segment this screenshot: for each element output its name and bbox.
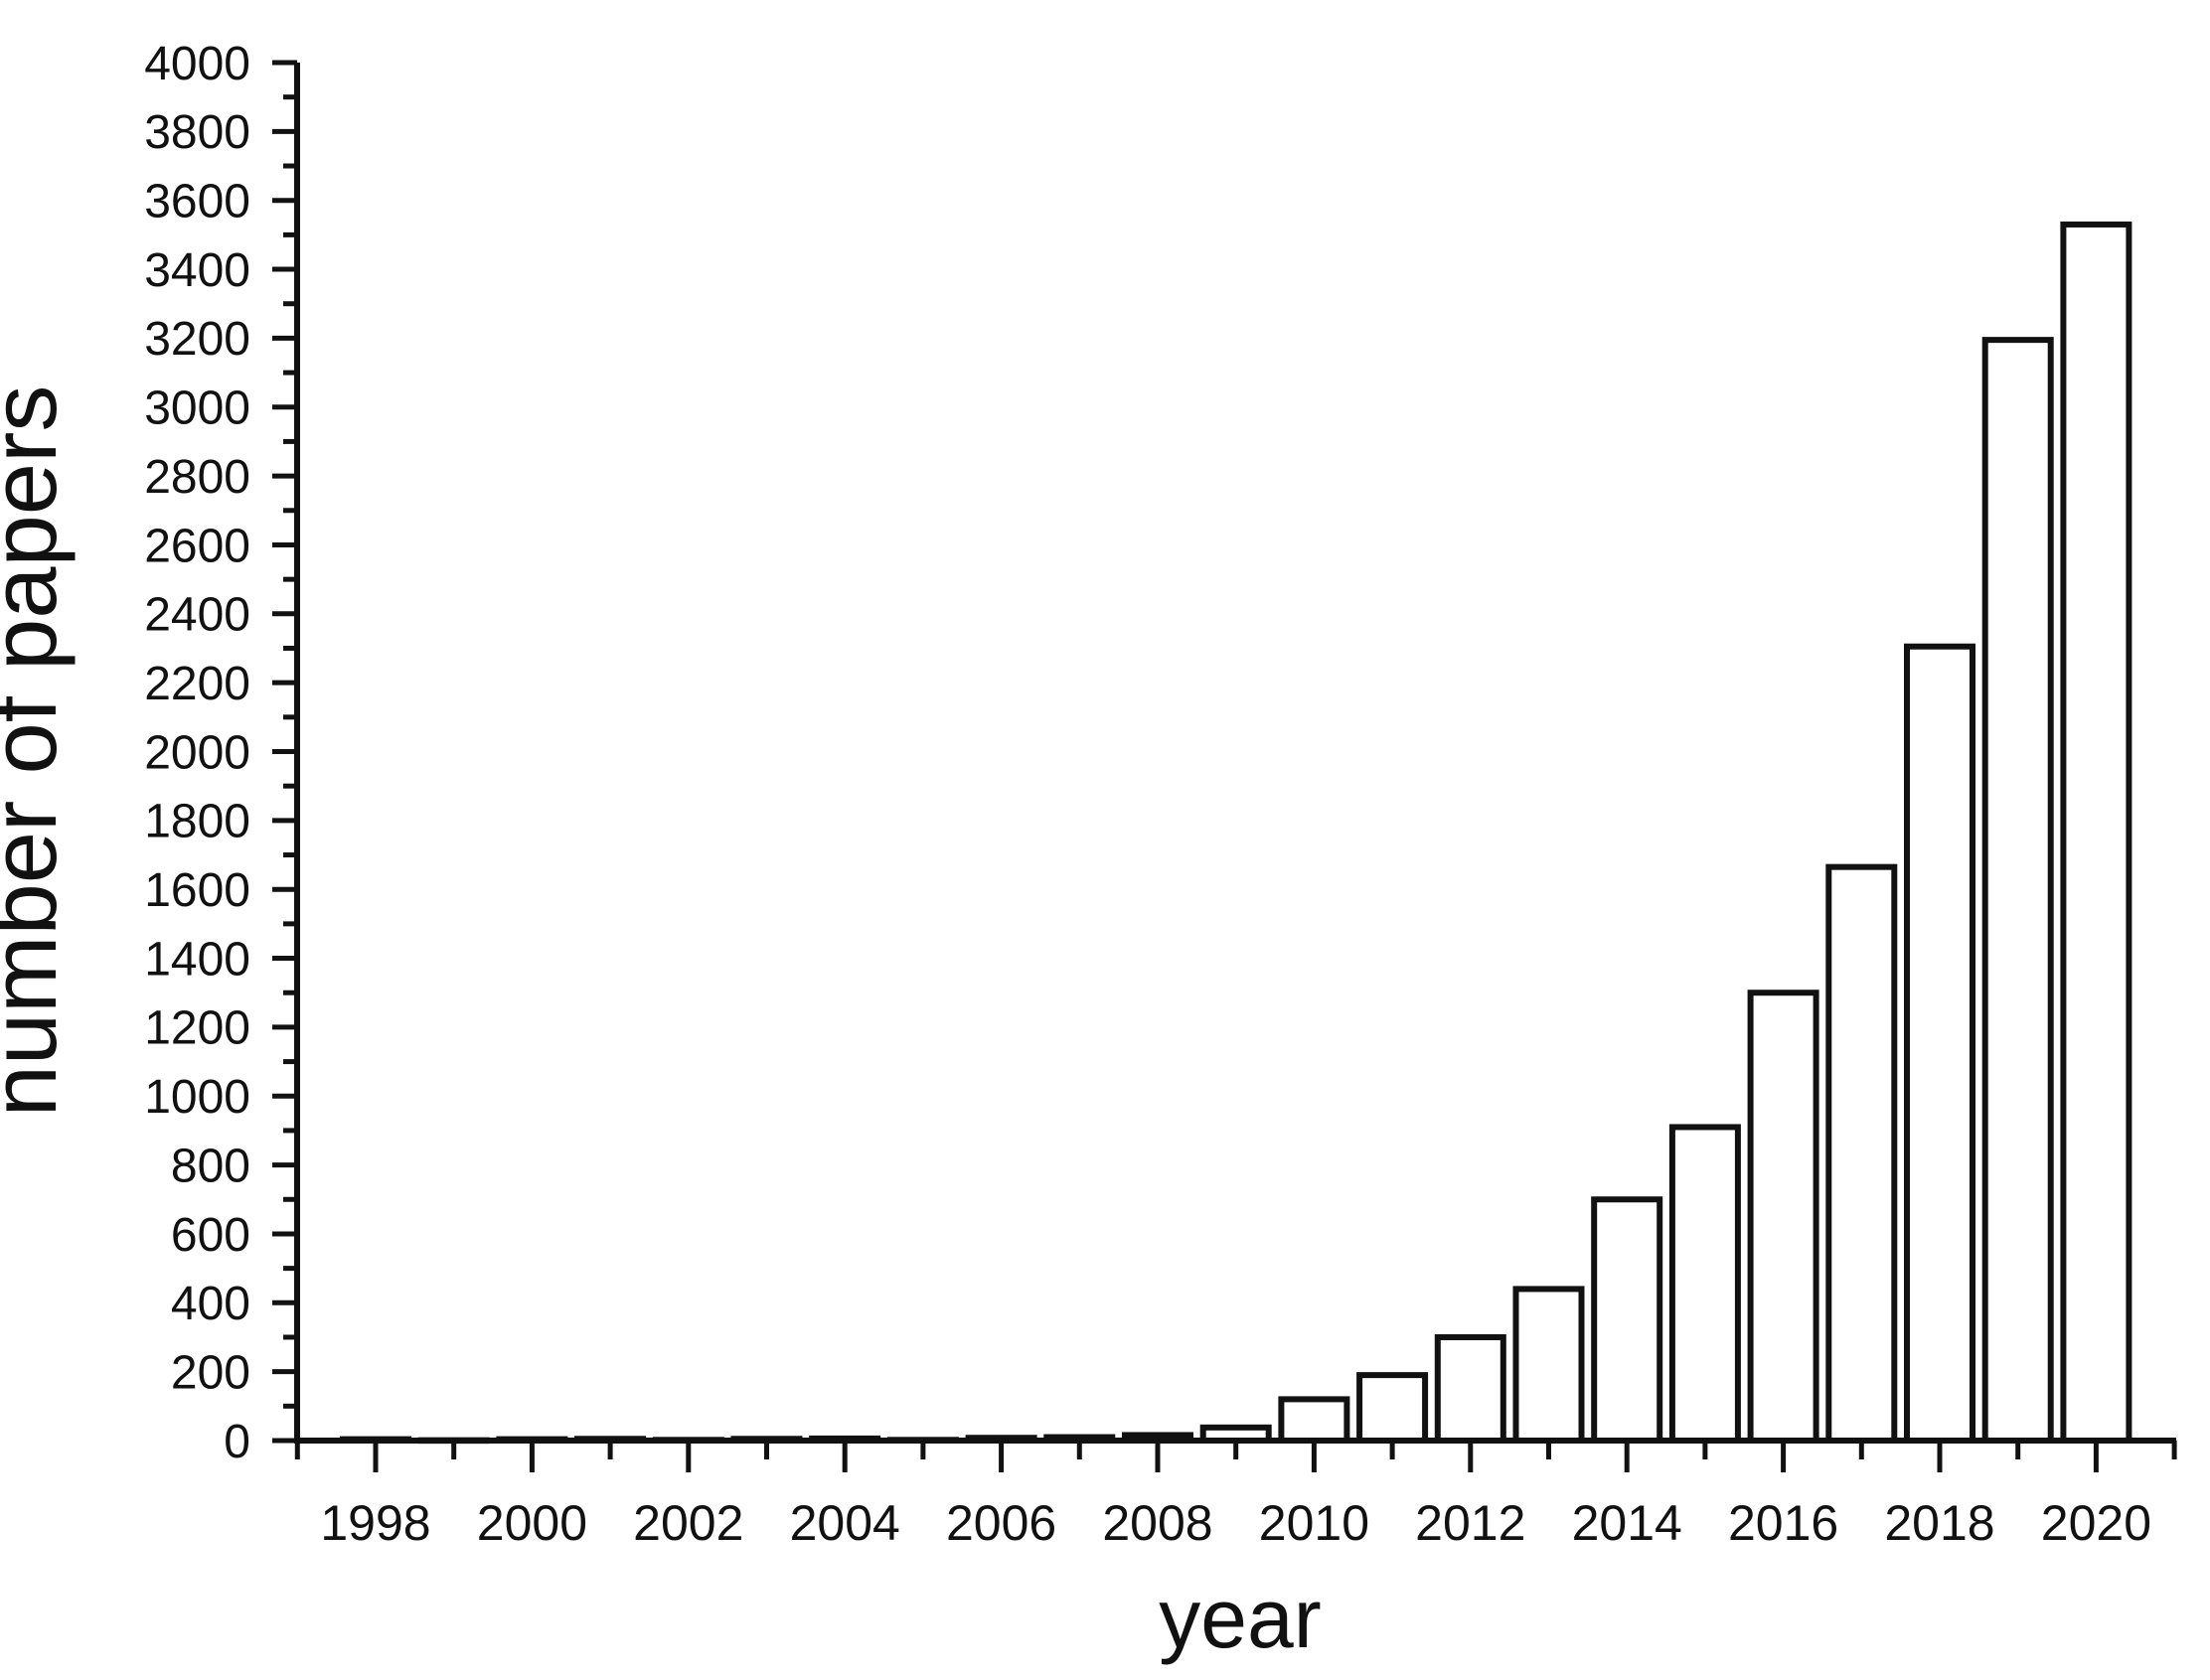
x-tick-label: 2012 — [1415, 1495, 1525, 1551]
x-tick-label: 1998 — [320, 1495, 430, 1551]
bar-2020 — [2060, 221, 2132, 1444]
y-tick-label: 2400 — [144, 589, 250, 642]
x-axis-title: year — [1159, 1572, 1321, 1665]
bar-2010 — [1278, 1396, 1350, 1445]
y-tick-label: 600 — [171, 1209, 250, 1262]
x-tick-label: 2018 — [1884, 1495, 1994, 1551]
y-tick-label: 3200 — [144, 313, 250, 366]
y-tick-label: 1600 — [144, 864, 250, 917]
y-tick-label: 3600 — [144, 176, 250, 229]
bar-2016 — [1747, 990, 1819, 1444]
y-tick-label: 2000 — [144, 726, 250, 779]
bar-2011 — [1356, 1372, 1429, 1445]
y-tick-label: 0 — [224, 1416, 250, 1468]
y-tick-label: 3800 — [144, 106, 250, 159]
axes-layer — [272, 60, 2177, 1472]
bar-2018 — [1904, 643, 1975, 1444]
tick-labels-layer: 0 200 400 600 800 1000 1200 1400 1600 1800 2000 220… — [144, 38, 2151, 1551]
y-tick-label: 400 — [171, 1278, 250, 1330]
y-tick-label: 2800 — [144, 451, 250, 504]
y-tick-label: 2200 — [144, 658, 250, 710]
y-tick-label: 200 — [171, 1346, 250, 1399]
x-tick-label: 2016 — [1728, 1495, 1838, 1551]
bar-2013 — [1512, 1286, 1585, 1445]
bar-2017 — [1825, 863, 1898, 1444]
x-tick-label: 2000 — [477, 1495, 587, 1551]
x-tick-label: 2004 — [790, 1495, 900, 1551]
bars-layer — [340, 221, 2132, 1445]
y-tick-label: 1200 — [144, 1002, 250, 1055]
y-axis-title: number of papers — [0, 385, 76, 1118]
bar-2015 — [1668, 1124, 1741, 1445]
x-tick-label: 2020 — [2041, 1495, 2151, 1551]
y-tick-label: 1800 — [144, 796, 250, 848]
bar-2012 — [1434, 1333, 1506, 1444]
y-tick-label: 2600 — [144, 520, 250, 572]
x-tick-label: 2006 — [946, 1495, 1056, 1551]
y-tick-label: 3000 — [144, 382, 250, 435]
x-tick-label: 2014 — [1572, 1495, 1682, 1551]
y-tick-label: 3400 — [144, 244, 250, 297]
bar-2019 — [1981, 337, 2054, 1444]
y-tick-label: 800 — [171, 1140, 250, 1192]
y-tick-label: 1000 — [144, 1071, 250, 1124]
y-tick-label: 1400 — [144, 933, 250, 986]
x-tick-label: 2010 — [1259, 1495, 1369, 1551]
x-tick-label: 2008 — [1102, 1495, 1212, 1551]
y-tick-label: 4000 — [144, 38, 250, 90]
bar-2014 — [1591, 1196, 1663, 1445]
x-tick-label: 2002 — [633, 1495, 743, 1551]
